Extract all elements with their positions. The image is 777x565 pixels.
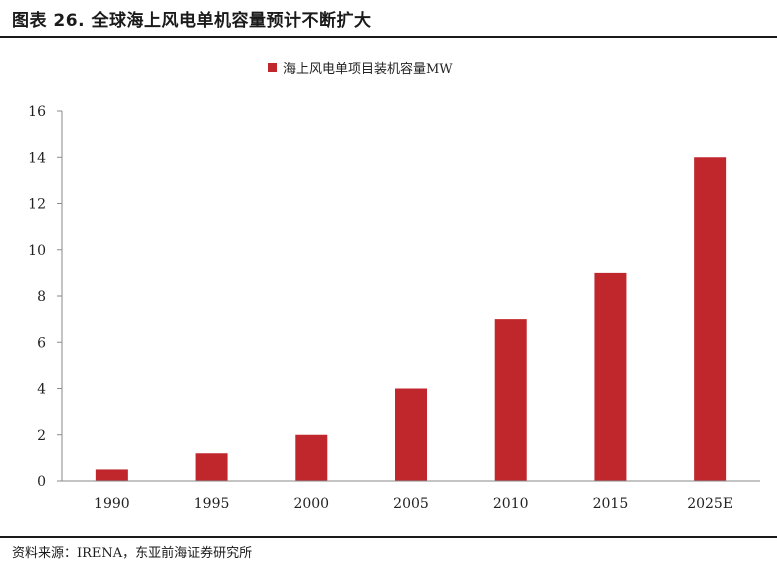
y-tick-label: 4 bbox=[37, 382, 46, 398]
x-axis: 1990 1995 2000 2005 2010 2015 2025E bbox=[62, 480, 760, 512]
figure-title: 图表 26. 全球海上风电单机容量预计不断扩大 bbox=[12, 11, 372, 31]
bottom-divider bbox=[0, 536, 777, 538]
chart-legend: 海上风电单项目装机容量MW bbox=[268, 61, 453, 77]
y-tick-label: 6 bbox=[37, 335, 46, 351]
bar-2000 bbox=[295, 434, 328, 481]
x-tick-label: 2005 bbox=[393, 496, 429, 512]
x-tick-label: 2015 bbox=[593, 496, 629, 512]
bar-chart: 海上风电单项目装机容量MW 0 2 4 6 8 10 12 14 16 1990 1995 2000… bbox=[28, 61, 760, 512]
bar-2010 bbox=[494, 319, 527, 481]
y-tick-label: 14 bbox=[28, 150, 46, 166]
y-tick-label: 12 bbox=[28, 197, 46, 213]
y-tick-label: 0 bbox=[37, 474, 46, 490]
y-tick-label: 2 bbox=[37, 428, 46, 444]
bar-1995 bbox=[195, 453, 228, 481]
bar-2015 bbox=[594, 272, 627, 481]
x-tick-label: 2000 bbox=[293, 496, 329, 512]
x-tick-label: 2010 bbox=[493, 496, 529, 512]
y-tick-label: 16 bbox=[28, 104, 46, 120]
top-divider bbox=[0, 36, 777, 38]
x-tick-label: 1990 bbox=[94, 496, 130, 512]
y-tick-label: 10 bbox=[28, 243, 46, 259]
x-tick-label: 2025E bbox=[687, 496, 733, 512]
bar-2025E bbox=[694, 157, 727, 481]
legend-label: 海上风电单项目装机容量MW bbox=[283, 61, 453, 77]
bars bbox=[95, 157, 727, 481]
bar-1990 bbox=[95, 469, 128, 481]
x-tick-label: 1995 bbox=[194, 496, 230, 512]
y-axis: 0 2 4 6 8 10 12 14 16 bbox=[28, 104, 63, 490]
source-note: 资料来源：IRENA，东亚前海证券研究所 bbox=[12, 546, 253, 561]
legend-swatch bbox=[268, 63, 277, 72]
y-tick-label: 8 bbox=[37, 289, 46, 305]
bar-2005 bbox=[395, 388, 427, 481]
